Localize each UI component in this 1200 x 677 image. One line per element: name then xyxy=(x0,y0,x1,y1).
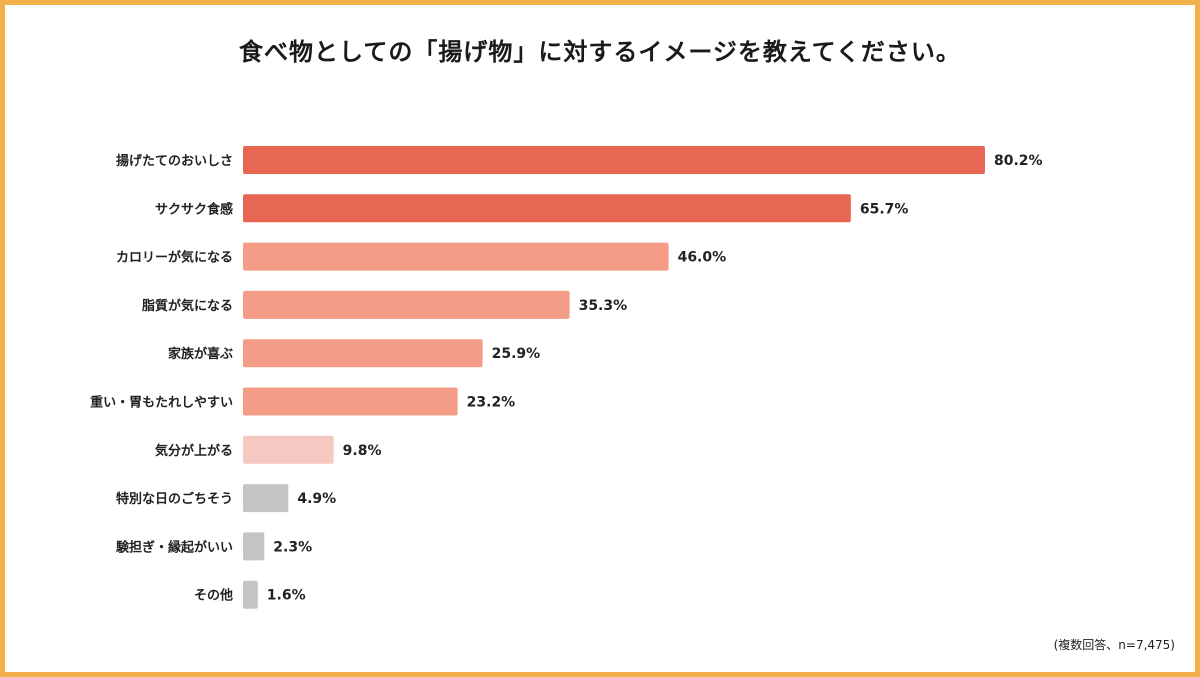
sample-size-note: (複数回答、n=7,475) xyxy=(1053,638,1175,652)
value-label: 80.2% xyxy=(994,153,1043,169)
value-label: 65.7% xyxy=(860,201,909,217)
value-label: 2.3% xyxy=(273,539,312,555)
bar xyxy=(243,146,985,174)
category-label: 重い・胃もたれしやすい xyxy=(90,395,233,411)
bar xyxy=(243,580,258,609)
bar xyxy=(243,532,265,561)
category-label: 験担ぎ・縁起がいい xyxy=(116,539,233,555)
bar xyxy=(243,242,669,271)
value-label: 9.8% xyxy=(343,443,382,459)
bar xyxy=(243,194,851,223)
category-label: 家族が喜ぶ xyxy=(168,346,233,362)
bar xyxy=(243,484,289,513)
value-label: 46.0% xyxy=(678,250,727,266)
value-label: 4.9% xyxy=(297,491,336,507)
bar xyxy=(243,339,483,368)
category-label: カロリーが気になる xyxy=(116,250,233,266)
bar xyxy=(243,435,334,464)
category-label: 揚げたてのおいしさ xyxy=(116,153,233,169)
value-label: 23.2% xyxy=(467,395,516,411)
category-label: 特別な日のごちそう xyxy=(116,491,233,507)
category-label: 脂質が気になる xyxy=(141,298,233,314)
bar xyxy=(243,290,570,319)
category-label: サクサク食感 xyxy=(155,201,233,217)
value-label: 25.9% xyxy=(492,346,541,362)
bar xyxy=(243,387,458,416)
value-label: 35.3% xyxy=(579,298,628,314)
value-label: 1.6% xyxy=(267,588,306,604)
category-label: 気分が上がる xyxy=(155,443,233,459)
category-label: その他 xyxy=(194,588,233,604)
chart-title: 食べ物としての「揚げ物」に対するイメージを教えてください。 xyxy=(239,38,961,66)
